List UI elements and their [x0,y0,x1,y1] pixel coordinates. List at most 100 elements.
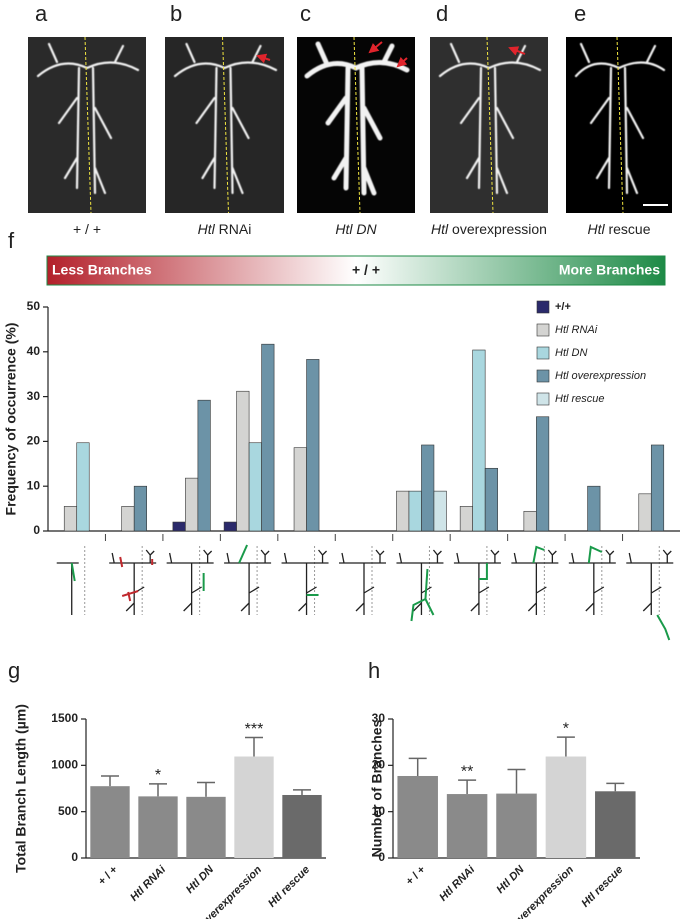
neuron [304,41,410,196]
caption-part: + / + [73,221,101,237]
neuron [438,42,542,195]
branch-schematic [224,544,272,615]
panel-letter: f [8,228,15,253]
bar [408,490,422,532]
bar [282,794,322,858]
panel-caption: Htl overexpression [431,221,547,237]
image-background [165,37,284,213]
significance: *** [245,721,264,738]
gradient-bar [46,255,666,286]
caption-part: Htl DN [335,221,377,237]
y-axis-label: Total Branch Length (µm) [13,704,29,873]
gradient-left: Less Branches [52,262,152,278]
bar [472,349,486,532]
schematic-highlight [587,545,603,564]
y-tick-label: 0 [378,850,385,864]
caption-part: overexpression [448,221,547,237]
bar [186,796,226,858]
y-tick-label: 30 [372,711,386,725]
bar [223,521,237,532]
panel-letter: h [368,658,380,683]
bar [545,756,587,858]
schematic-highlight [238,544,249,564]
branch-schematic [568,545,616,615]
branch-schematic [56,546,86,615]
bar [76,442,90,532]
legend-label: Htl RNAi [555,324,598,336]
schematic-highlight [478,563,488,580]
panel-letter: a [35,1,48,26]
bar [523,510,537,532]
y-tick-label: 20 [27,434,41,448]
bar [459,506,473,532]
y-tick-label: 20 [372,758,386,772]
branch-schematic [396,546,444,622]
caption-part: rescue [605,221,651,237]
bar [261,343,275,532]
gradient-center: + / + [352,262,380,278]
neuron [574,42,666,195]
image-background [566,37,672,213]
schematic [339,549,386,615]
bar [306,359,320,532]
bar [433,490,447,532]
micrograph [566,36,672,214]
legend-label: +/+ [555,301,571,313]
panel-caption: Htl RNAi [198,221,252,237]
arrow [256,53,271,64]
branch-schematic [511,545,559,615]
image-background [28,37,146,213]
y-tick-label: 50 [27,299,41,313]
y-tick-label: 0 [33,523,40,537]
bar [234,756,274,858]
micrograph [28,36,146,214]
bar [421,444,435,532]
schematic-highlight [410,568,435,622]
y-axis-label: Frequency of occurrence (%) [3,323,19,516]
panel-caption: + / + [73,221,101,237]
x-tick-label: + / + [404,864,428,888]
panel-letter: e [574,1,586,26]
y-tick-label: 10 [27,478,41,492]
schematic-highlight [70,562,76,582]
arrow [396,56,408,68]
y-tick-label: 0 [71,850,78,864]
bar [536,416,550,532]
arrow [368,41,383,54]
bar [595,791,636,858]
bar [121,506,135,532]
micrograph [430,36,548,214]
x-tick-label: Htl DN [494,863,527,896]
caption-part: Htl [198,221,216,237]
x-tick-label: Htl rescue [266,864,312,910]
bar [293,447,307,532]
bar [446,794,488,858]
bar [90,786,130,858]
panel-letter: b [170,1,182,26]
schematic [281,549,329,615]
y-tick-label: 500 [58,804,78,818]
bar [587,485,601,532]
bar [638,493,652,532]
midline [353,36,361,214]
branch-schematic [109,546,157,615]
branch-schematic [166,546,214,615]
legend-swatch [536,323,550,337]
schematic [453,549,501,615]
midline [84,36,92,214]
bar [63,506,78,532]
schematic [511,549,559,615]
y-tick-label: 1500 [51,711,78,725]
bar [248,442,262,532]
bar [496,793,537,858]
legend-swatch [536,392,550,406]
panel-letter: g [8,658,20,683]
caption-part: Htl [431,221,449,237]
bar [133,485,147,532]
legend-label: Htl DN [555,347,587,359]
schematic [568,549,616,615]
y-tick-label: 40 [27,344,41,358]
x-tick-label: Htl RNAi [128,863,169,904]
micrograph [165,36,284,214]
